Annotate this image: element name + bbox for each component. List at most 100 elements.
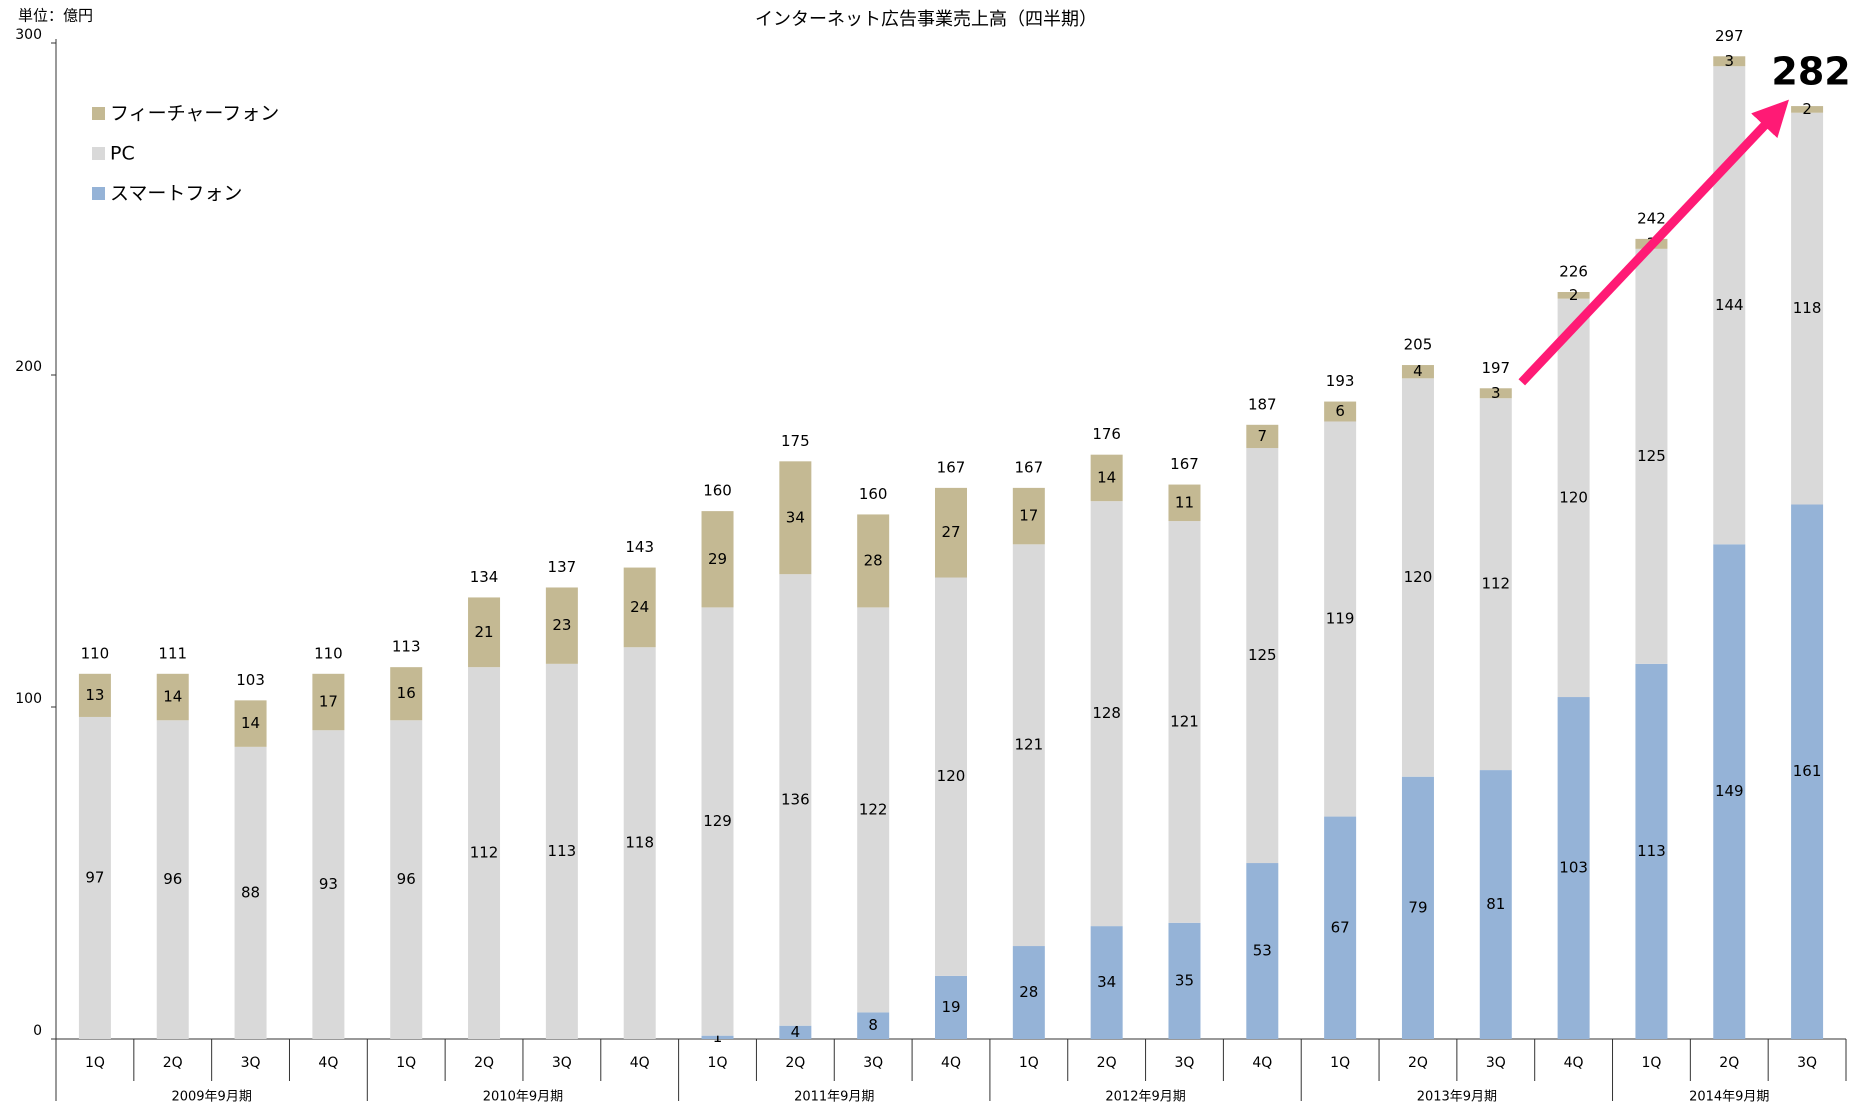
bar-segment [545, 663, 578, 1039]
value-label: 14 [241, 714, 260, 732]
bar-segment [779, 574, 812, 1026]
total-label: 176 [1092, 425, 1121, 443]
x-tick-label: 2Q [785, 1055, 805, 1071]
bar-segment [1168, 484, 1201, 522]
bar-segment [1713, 544, 1746, 1039]
bar-segment [1246, 448, 1279, 864]
value-label: 24 [630, 598, 649, 616]
x-tick-label: 3Q [1797, 1055, 1817, 1071]
bar-segment [1479, 770, 1512, 1039]
value-label: 93 [319, 875, 338, 893]
x-tick-label: 2Q [1408, 1055, 1428, 1071]
value-label: 118 [625, 834, 654, 852]
value-label: 119 [1326, 610, 1355, 628]
value-label: 144 [1715, 296, 1744, 314]
value-label: 11 [1175, 493, 1194, 511]
bar-segment [234, 700, 267, 747]
total-label: 197 [1481, 359, 1510, 377]
total-label: 226 [1559, 263, 1588, 281]
total-label: 167 [937, 458, 966, 476]
chart-title: インターネット広告事業売上高（四半期） [755, 9, 1097, 30]
value-label: 120 [1559, 488, 1588, 506]
value-label: 136 [781, 790, 810, 808]
total-label: 134 [470, 568, 499, 586]
value-label: 113 [1637, 842, 1666, 860]
value-label: 21 [474, 623, 493, 641]
total-label: 205 [1404, 336, 1433, 354]
bar-segment [857, 514, 890, 608]
group-label: 2014年9月期 [1689, 1090, 1769, 1103]
value-label: 129 [703, 812, 732, 830]
value-label: 16 [397, 684, 416, 702]
bar-segment [78, 716, 111, 1039]
bar-segment [779, 461, 812, 575]
bar-segment [1246, 863, 1279, 1039]
bar-segment [1090, 454, 1123, 502]
y-tick-label: 0 [33, 1023, 42, 1039]
group-label: 2012年9月期 [1105, 1090, 1185, 1103]
value-label: 149 [1715, 782, 1744, 800]
value-label: 4 [1413, 362, 1423, 380]
value-label: 103 [1559, 859, 1588, 877]
total-label: 137 [548, 558, 577, 576]
value-label: 35 [1175, 971, 1194, 989]
value-label: 112 [1481, 575, 1510, 593]
value-label: 121 [1015, 736, 1044, 754]
bar-segment [701, 1035, 734, 1039]
bar-segment [156, 720, 189, 1039]
x-tick-label: 3Q [1486, 1055, 1506, 1071]
x-tick-label: 3Q [863, 1055, 883, 1071]
value-label: 53 [1253, 942, 1272, 960]
x-tick-label: 1Q [396, 1055, 416, 1071]
total-label: 167 [1170, 455, 1199, 473]
total-label: 193 [1326, 372, 1355, 390]
value-label: 6 [1335, 402, 1345, 420]
value-label: 3 [1724, 52, 1734, 70]
annotation: 282 [1771, 50, 1850, 94]
x-tick-label: 3Q [552, 1055, 572, 1071]
value-label: 7 [1258, 427, 1268, 445]
value-label: 96 [397, 870, 416, 888]
total-label: 187 [1248, 395, 1277, 413]
group-label: 2010年9月期 [483, 1090, 563, 1103]
value-label: 96 [163, 870, 182, 888]
value-label: 1 [713, 1028, 723, 1046]
x-tick-label: 4Q [1564, 1055, 1584, 1071]
value-label: 28 [864, 551, 883, 569]
value-label: 14 [163, 688, 182, 706]
bar-segment [1012, 946, 1045, 1039]
x-tick-label: 1Q [1330, 1055, 1350, 1071]
x-tick-label: 2Q [163, 1055, 183, 1071]
value-label: 28 [1019, 983, 1038, 1001]
total-label: 111 [158, 644, 187, 662]
legend-swatch [92, 107, 105, 120]
x-tick-label: 2Q [474, 1055, 494, 1071]
bar-segment [1557, 292, 1590, 299]
bar-segment [1090, 501, 1123, 927]
value-label: 120 [1404, 568, 1433, 586]
bar-segment [1012, 544, 1045, 947]
bar-segment [1479, 388, 1512, 399]
bar-segment [468, 597, 501, 668]
value-label: 3 [1491, 384, 1501, 402]
x-tick-label: 2Q [1719, 1055, 1739, 1071]
bar-segment [857, 1012, 890, 1039]
value-label: 79 [1408, 898, 1427, 916]
bar-segment [390, 720, 423, 1039]
value-label: 13 [85, 686, 104, 704]
bar-segment [623, 647, 656, 1039]
x-tick-label: 4Q [1252, 1055, 1272, 1071]
bar-segment [1791, 112, 1824, 505]
value-label: 97 [85, 868, 104, 886]
group-label: 2013年9月期 [1417, 1090, 1497, 1103]
value-label: 81 [1486, 895, 1505, 913]
value-label: 19 [941, 998, 960, 1016]
bar-segment [1324, 421, 1357, 817]
y-tick-label: 100 [15, 691, 42, 707]
bar-segment [1090, 926, 1123, 1039]
x-tick-label: 3Q [241, 1055, 261, 1071]
bar-segment [1713, 56, 1746, 67]
value-label: 122 [859, 800, 888, 818]
bar-segment [545, 587, 578, 664]
x-tick-label: 4Q [941, 1055, 961, 1071]
